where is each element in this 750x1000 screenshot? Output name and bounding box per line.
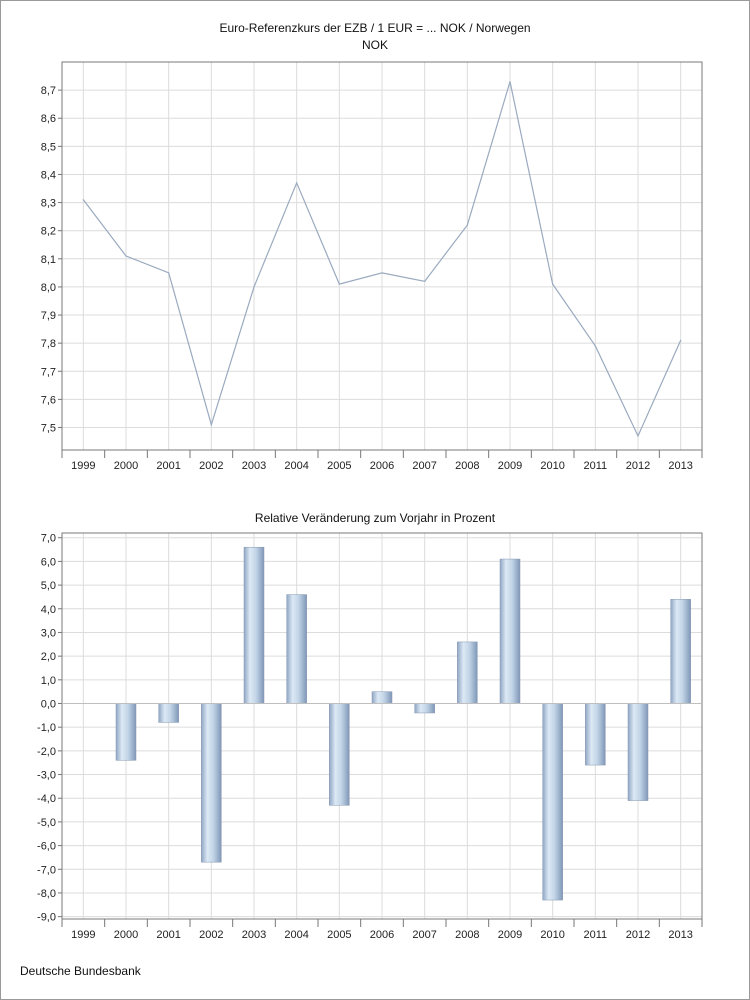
line-chart-xtick-label: 2004 [284,460,308,472]
line-point [637,435,639,437]
line-chart-ytick-label: 8,1 [41,254,56,266]
line-point [594,345,596,347]
line-chart-xtick-label: 2012 [626,460,650,472]
line-chart-xtick-label: 1999 [71,460,95,472]
line-chart-ytick-label: 7,9 [41,310,56,322]
line-chart-plot-frame [61,61,703,451]
line-chart-xtick-label: 2008 [455,460,479,472]
line-chart-xtick-label: 2005 [327,460,351,472]
line-chart-ytick-label: 8,0 [41,282,56,294]
line-point [253,286,255,288]
line-point [466,224,468,226]
line-chart-ytick-label: 7,8 [41,338,56,350]
line-chart-ytick-label: 8,7 [41,85,56,97]
line-chart-ytick-label: 7,6 [41,394,56,406]
line-chart-title: Euro-Referenzkurs der EZB / 1 EUR = ... … [219,21,531,35]
bar-chart-title: Relative Veränderung zum Vorjahr in Proz… [254,511,496,525]
line-chart-ytick-label: 8,4 [41,169,56,181]
line-chart-ytick-label: 8,6 [41,113,56,125]
line-chart-xtick-label: 2000 [114,460,138,472]
line-point [125,255,127,257]
footer-source: Deutsche Bundesbank [20,964,141,978]
line-chart-xtick-label: 2013 [668,460,692,472]
line-chart-xtick-label: 2009 [498,460,522,472]
line-chart-xtick-label: 2003 [242,460,266,472]
line-chart-xtick-label: 2011 [584,460,608,472]
line-chart-xtick-label: 2007 [412,460,436,472]
line-point [338,283,340,285]
line-chart-ytick-label: 7,7 [41,366,56,378]
line-chart-ytick-label: 8,5 [41,141,56,153]
line-chart-xtick-label: 2006 [370,460,394,472]
line-chart-ytick-label: 8,3 [41,198,56,210]
line-point [424,280,426,282]
line-point [509,81,511,83]
line-chart-xtick-label: 2002 [199,460,223,472]
line-point [552,283,554,285]
line-chart-ytick-label: 7,5 [41,423,56,435]
line-point [210,424,212,426]
line-chart-subtitle: NOK [361,38,388,52]
line-chart-xtick-label: 2010 [540,460,564,472]
line-point [168,272,170,274]
line-point [82,199,84,201]
line-chart: 7,5 7,6 7,7 7,8 7,9 8,0 8,1 8,2 8,3 8,4 8,5 8,6 8,7 1… [41,61,703,472]
line-chart-ytick-label: 8,2 [41,226,56,238]
line-chart-xtick-label: 2001 [156,460,180,472]
line-point [381,272,383,274]
line-point [296,182,298,184]
line-point [680,339,682,341]
